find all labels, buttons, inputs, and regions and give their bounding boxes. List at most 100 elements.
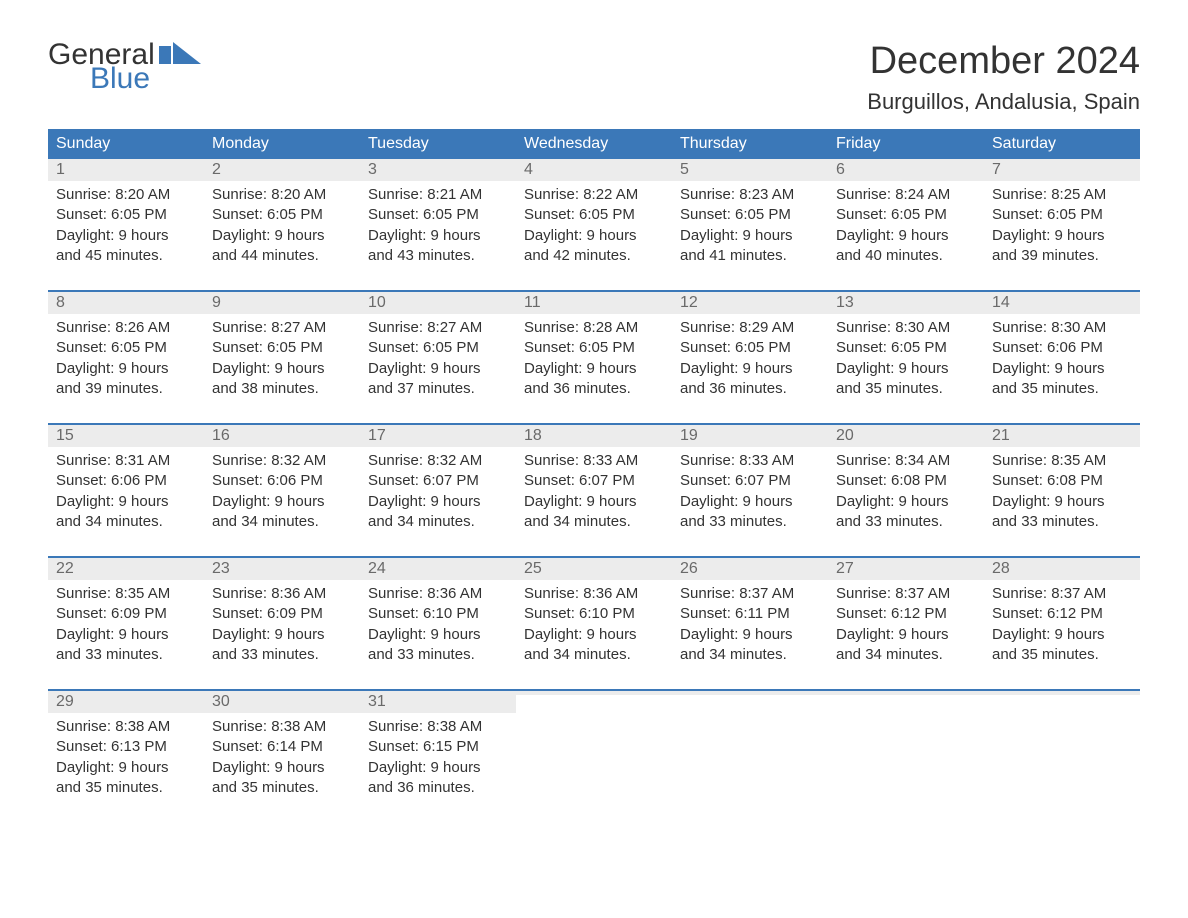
- calendar-day: 19Sunrise: 8:33 AMSunset: 6:07 PMDayligh…: [672, 425, 828, 540]
- day-d1: Daylight: 9 hours: [212, 625, 352, 645]
- day-sunrise: Sunrise: 8:35 AM: [56, 584, 196, 604]
- day-details: Sunrise: 8:33 AMSunset: 6:07 PMDaylight:…: [516, 447, 672, 540]
- day-sunrise: Sunrise: 8:35 AM: [992, 451, 1132, 471]
- day-sunrise: Sunrise: 8:31 AM: [56, 451, 196, 471]
- day-details: Sunrise: 8:35 AMSunset: 6:08 PMDaylight:…: [984, 447, 1140, 540]
- calendar-day: 21Sunrise: 8:35 AMSunset: 6:08 PMDayligh…: [984, 425, 1140, 540]
- day-d2: and 35 minutes.: [836, 379, 976, 399]
- day-sunrise: Sunrise: 8:34 AM: [836, 451, 976, 471]
- day-sunset: Sunset: 6:09 PM: [212, 604, 352, 624]
- day-details: Sunrise: 8:37 AMSunset: 6:12 PMDaylight:…: [828, 580, 984, 673]
- day-sunset: Sunset: 6:06 PM: [992, 338, 1132, 358]
- day-d1: Daylight: 9 hours: [368, 625, 508, 645]
- day-d2: and 34 minutes.: [56, 512, 196, 532]
- day-details: Sunrise: 8:36 AMSunset: 6:10 PMDaylight:…: [516, 580, 672, 673]
- day-d1: Daylight: 9 hours: [992, 492, 1132, 512]
- calendar-day: 17Sunrise: 8:32 AMSunset: 6:07 PMDayligh…: [360, 425, 516, 540]
- day-d2: and 34 minutes.: [524, 645, 664, 665]
- calendar-day: [516, 691, 672, 806]
- day-sunrise: Sunrise: 8:37 AM: [836, 584, 976, 604]
- day-number: 6: [828, 159, 984, 181]
- day-sunset: Sunset: 6:12 PM: [836, 604, 976, 624]
- day-d1: Daylight: 9 hours: [56, 758, 196, 778]
- day-sunrise: Sunrise: 8:38 AM: [56, 717, 196, 737]
- day-sunrise: Sunrise: 8:38 AM: [368, 717, 508, 737]
- day-number: 22: [48, 558, 204, 580]
- day-number: 4: [516, 159, 672, 181]
- day-d1: Daylight: 9 hours: [836, 625, 976, 645]
- day-sunset: Sunset: 6:05 PM: [836, 205, 976, 225]
- calendar-week: 29Sunrise: 8:38 AMSunset: 6:13 PMDayligh…: [48, 689, 1140, 806]
- day-d2: and 44 minutes.: [212, 246, 352, 266]
- day-sunrise: Sunrise: 8:36 AM: [212, 584, 352, 604]
- day-d2: and 34 minutes.: [212, 512, 352, 532]
- day-number: 21: [984, 425, 1140, 447]
- calendar-day: 11Sunrise: 8:28 AMSunset: 6:05 PMDayligh…: [516, 292, 672, 407]
- day-d1: Daylight: 9 hours: [212, 492, 352, 512]
- day-d2: and 33 minutes.: [680, 512, 820, 532]
- calendar-day: 13Sunrise: 8:30 AMSunset: 6:05 PMDayligh…: [828, 292, 984, 407]
- day-sunset: Sunset: 6:10 PM: [368, 604, 508, 624]
- day-sunset: Sunset: 6:07 PM: [368, 471, 508, 491]
- calendar-day: 20Sunrise: 8:34 AMSunset: 6:08 PMDayligh…: [828, 425, 984, 540]
- day-d2: and 36 minutes.: [524, 379, 664, 399]
- day-sunrise: Sunrise: 8:22 AM: [524, 185, 664, 205]
- day-sunset: Sunset: 6:13 PM: [56, 737, 196, 757]
- day-d1: Daylight: 9 hours: [368, 758, 508, 778]
- day-details: Sunrise: 8:27 AMSunset: 6:05 PMDaylight:…: [204, 314, 360, 407]
- day-sunrise: Sunrise: 8:27 AM: [368, 318, 508, 338]
- calendar-day: 15Sunrise: 8:31 AMSunset: 6:06 PMDayligh…: [48, 425, 204, 540]
- day-d2: and 33 minutes.: [368, 645, 508, 665]
- day-sunrise: Sunrise: 8:30 AM: [836, 318, 976, 338]
- day-number: 16: [204, 425, 360, 447]
- day-d2: and 34 minutes.: [368, 512, 508, 532]
- day-number: 5: [672, 159, 828, 181]
- day-sunset: Sunset: 6:05 PM: [680, 338, 820, 358]
- day-number: 26: [672, 558, 828, 580]
- page-header: General Blue December 2024 Burguillos, A…: [48, 40, 1140, 115]
- day-sunset: Sunset: 6:05 PM: [524, 205, 664, 225]
- day-details: Sunrise: 8:23 AMSunset: 6:05 PMDaylight:…: [672, 181, 828, 274]
- calendar-day: [828, 691, 984, 806]
- day-details: Sunrise: 8:33 AMSunset: 6:07 PMDaylight:…: [672, 447, 828, 540]
- day-d1: Daylight: 9 hours: [368, 492, 508, 512]
- day-sunrise: Sunrise: 8:20 AM: [56, 185, 196, 205]
- day-details: Sunrise: 8:20 AMSunset: 6:05 PMDaylight:…: [204, 181, 360, 274]
- day-sunset: Sunset: 6:05 PM: [992, 205, 1132, 225]
- calendar-day: 18Sunrise: 8:33 AMSunset: 6:07 PMDayligh…: [516, 425, 672, 540]
- day-sunset: Sunset: 6:10 PM: [524, 604, 664, 624]
- day-number: 27: [828, 558, 984, 580]
- weekday-header: Sunday: [48, 129, 204, 159]
- day-number: 28: [984, 558, 1140, 580]
- day-sunset: Sunset: 6:08 PM: [992, 471, 1132, 491]
- weekday-header: Wednesday: [516, 129, 672, 159]
- day-details: Sunrise: 8:34 AMSunset: 6:08 PMDaylight:…: [828, 447, 984, 540]
- calendar-day: 14Sunrise: 8:30 AMSunset: 6:06 PMDayligh…: [984, 292, 1140, 407]
- calendar-day: 31Sunrise: 8:38 AMSunset: 6:15 PMDayligh…: [360, 691, 516, 806]
- day-d1: Daylight: 9 hours: [368, 359, 508, 379]
- day-d1: Daylight: 9 hours: [56, 492, 196, 512]
- day-details: Sunrise: 8:29 AMSunset: 6:05 PMDaylight:…: [672, 314, 828, 407]
- day-sunrise: Sunrise: 8:32 AM: [212, 451, 352, 471]
- day-sunset: Sunset: 6:05 PM: [368, 338, 508, 358]
- day-number: 30: [204, 691, 360, 713]
- day-sunrise: Sunrise: 8:33 AM: [680, 451, 820, 471]
- weekday-header: Tuesday: [360, 129, 516, 159]
- day-d2: and 38 minutes.: [212, 379, 352, 399]
- day-details: Sunrise: 8:25 AMSunset: 6:05 PMDaylight:…: [984, 181, 1140, 274]
- calendar-week: 22Sunrise: 8:35 AMSunset: 6:09 PMDayligh…: [48, 556, 1140, 673]
- weekday-header-row: SundayMondayTuesdayWednesdayThursdayFrid…: [48, 129, 1140, 159]
- day-number: 15: [48, 425, 204, 447]
- day-sunrise: Sunrise: 8:23 AM: [680, 185, 820, 205]
- day-details: Sunrise: 8:32 AMSunset: 6:06 PMDaylight:…: [204, 447, 360, 540]
- day-sunset: Sunset: 6:09 PM: [56, 604, 196, 624]
- day-d2: and 33 minutes.: [836, 512, 976, 532]
- day-d2: and 33 minutes.: [212, 645, 352, 665]
- day-d1: Daylight: 9 hours: [992, 226, 1132, 246]
- day-details: Sunrise: 8:35 AMSunset: 6:09 PMDaylight:…: [48, 580, 204, 673]
- day-sunrise: Sunrise: 8:24 AM: [836, 185, 976, 205]
- day-d1: Daylight: 9 hours: [212, 758, 352, 778]
- day-d1: Daylight: 9 hours: [680, 226, 820, 246]
- day-number: 23: [204, 558, 360, 580]
- calendar-week: 8Sunrise: 8:26 AMSunset: 6:05 PMDaylight…: [48, 290, 1140, 407]
